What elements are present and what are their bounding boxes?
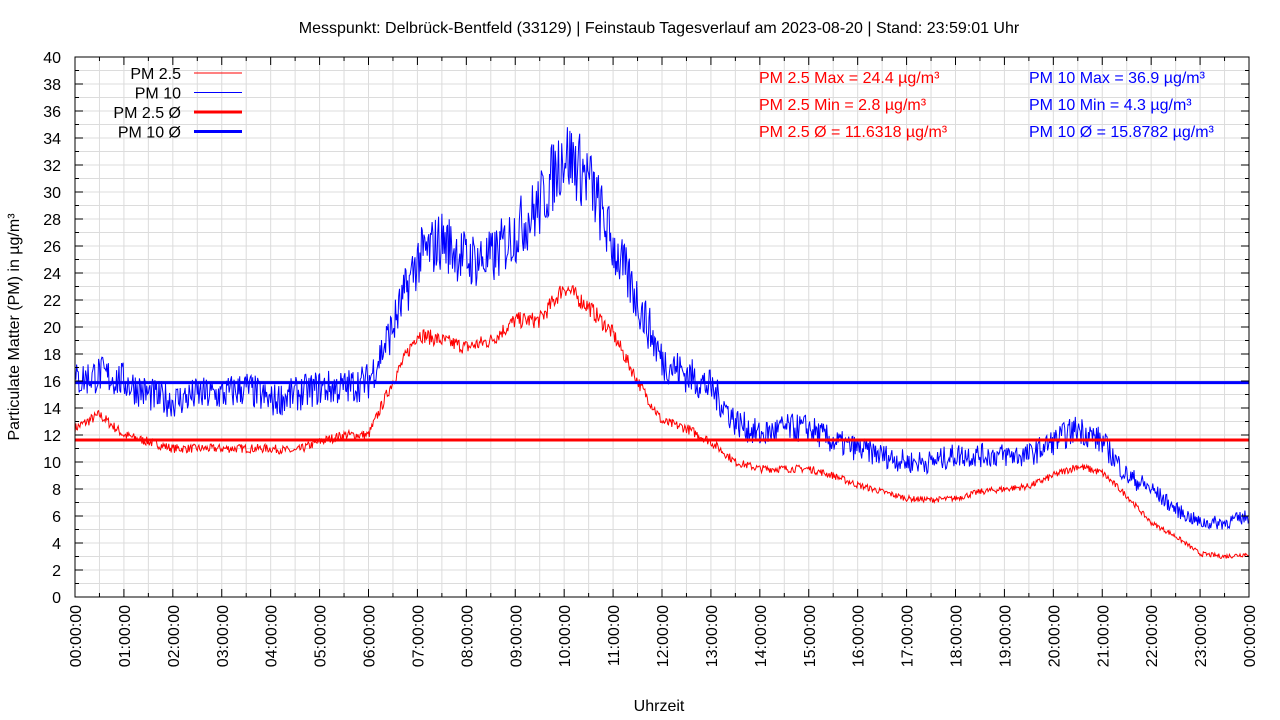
y-tick-label: 10: [43, 455, 61, 472]
y-tick-label: 32: [43, 158, 61, 175]
stat-text: PM 10 Ø = 15.8782 µg/m³: [1029, 124, 1215, 141]
series-line-pm25: [74, 285, 1250, 559]
x-tick-label: 18:00:00: [949, 605, 966, 667]
x-tick-label: 19:00:00: [997, 605, 1014, 667]
y-tick-label: 12: [43, 428, 61, 445]
stat-text: PM 2.5 Min = 2.8 µg/m³: [759, 97, 927, 114]
y-tick-label: 8: [52, 482, 61, 499]
x-tick-label: 02:00:00: [166, 605, 183, 667]
y-tick-label: 36: [43, 104, 61, 121]
legend-label: PM 2.5 Ø: [113, 105, 181, 122]
legend: PM 2.5 PM 10 PM 2.5 Ø PM 10 Ø: [113, 66, 242, 142]
x-tick-label: 07:00:00: [410, 605, 427, 667]
grid: [74, 56, 1250, 598]
y-tick-label: 0: [52, 590, 61, 607]
stat-text: PM 2.5 Max = 24.4 µg/m³: [759, 70, 940, 87]
y-tick-label: 14: [43, 401, 61, 418]
chart-title: Messpunkt: Delbrück-Bentfeld (33129) | F…: [299, 20, 1020, 37]
x-tick-label: 00:00:00: [1242, 605, 1259, 667]
x-tick-label: 05:00:00: [313, 605, 330, 667]
y-tick-label: 2: [52, 563, 61, 580]
x-tick-label: 03:00:00: [215, 605, 232, 667]
x-tick-label: 23:00:00: [1193, 605, 1210, 667]
x-tick-label: 12:00:00: [655, 605, 672, 667]
x-tick-label: 16:00:00: [851, 605, 868, 667]
legend-label: PM 10 Ø: [118, 125, 181, 142]
legend-label: PM 2.5: [130, 66, 181, 83]
x-tick-label: 08:00:00: [459, 605, 476, 667]
y-tick-label: 18: [43, 347, 61, 364]
stats-box: PM 2.5 Max = 24.4 µg/m³ PM 2.5 Min = 2.8 …: [759, 70, 1215, 141]
y-tick-label: 4: [52, 536, 61, 553]
axis-ticks: 024681012141618202224262830323436384000:…: [43, 50, 1259, 667]
y-tick-label: 16: [43, 374, 61, 391]
stat-text: PM 2.5 Ø = 11.6318 µg/m³: [759, 124, 948, 141]
x-tick-label: 11:00:00: [606, 605, 623, 666]
series-line-pm10: [74, 127, 1250, 530]
x-tick-label: 20:00:00: [1046, 605, 1063, 667]
x-tick-label: 22:00:00: [1144, 605, 1161, 667]
y-tick-label: 26: [43, 239, 61, 256]
y-tick-label: 30: [43, 185, 61, 202]
stat-text: PM 10 Max = 36.9 µg/m³: [1029, 70, 1206, 87]
y-tick-label: 40: [43, 50, 61, 67]
y-tick-label: 28: [43, 212, 61, 229]
y-tick-label: 6: [52, 509, 61, 526]
x-tick-label: 10:00:00: [557, 605, 574, 667]
x-axis-label: Uhrzeit: [634, 698, 685, 715]
y-tick-label: 24: [43, 266, 61, 283]
x-tick-label: 21:00:00: [1095, 605, 1112, 667]
x-tick-label: 09:00:00: [508, 605, 525, 667]
y-tick-label: 20: [43, 320, 61, 337]
x-tick-label: 04:00:00: [264, 605, 281, 667]
legend-label: PM 10: [135, 86, 181, 103]
y-tick-label: 22: [43, 293, 61, 310]
y-axis-label: Particulate Matter (PM) in µg/m³: [6, 213, 23, 441]
y-tick-label: 34: [43, 131, 61, 148]
y-tick-label: 38: [43, 77, 61, 94]
stat-text: PM 10 Min = 4.3 µg/m³: [1029, 97, 1192, 114]
x-tick-label: 14:00:00: [753, 605, 770, 667]
x-tick-label: 17:00:00: [900, 605, 917, 667]
x-tick-label: 15:00:00: [802, 605, 819, 667]
x-tick-label: 01:00:00: [117, 605, 134, 667]
series-layer: [74, 127, 1250, 559]
x-tick-label: 00:00:00: [68, 605, 85, 667]
x-tick-label: 13:00:00: [704, 605, 721, 667]
x-tick-label: 06:00:00: [362, 605, 379, 667]
